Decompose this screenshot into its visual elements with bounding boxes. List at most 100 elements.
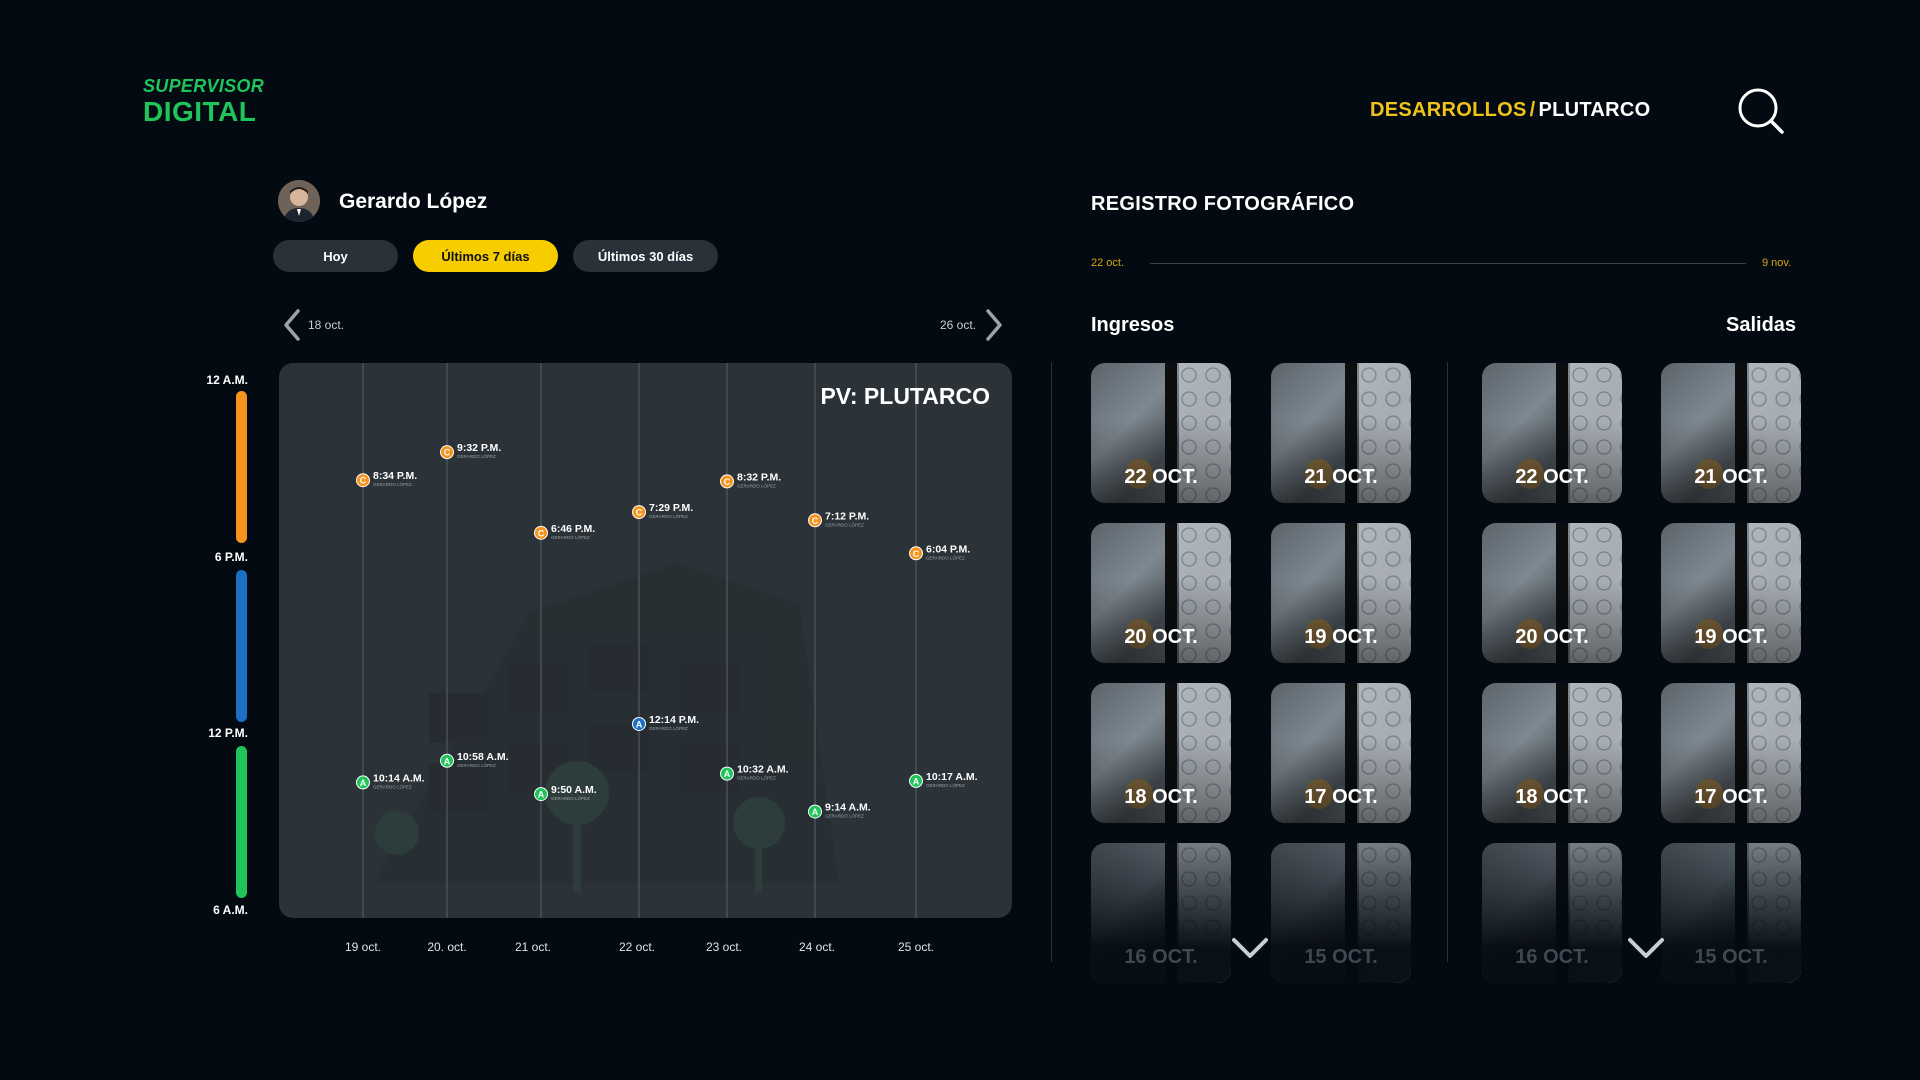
photo-log-title: REGISTRO FOTOGRÁFICO [1091,193,1355,215]
photo-person [1516,459,1544,489]
breadcrumb-parent[interactable]: DESARROLLOS [1370,99,1527,121]
photo-date-label: 22 OCT. [1515,466,1589,488]
check-point[interactable]: A 12:14 P.M.GERARDO LÓPEZ [632,714,700,731]
photo-overlay [1271,683,1411,823]
ingresos-photo-card[interactable]: 19 OCT. [1271,523,1411,663]
ingresos-scroll-down-button[interactable] [1230,935,1270,961]
photo-overlay [1091,523,1231,663]
app-logo[interactable]: SUPERVISOR DIGITAL [143,76,264,126]
check-point[interactable]: A 9:50 A.M.GERARDO LÓPEZ [534,784,597,802]
photo-window [1359,363,1411,503]
photo-door-frame [1165,363,1177,503]
point-marker [632,505,646,520]
chevron-down-icon [1232,938,1268,958]
check-point[interactable]: A 9:14 A.M.GERARDO LÓPEZ [808,802,871,819]
chevron-left-icon [284,309,300,341]
photo-date-label: 21 OCT. [1694,466,1768,488]
check-point[interactable]: A 10:58 A.M.GERARDO LÓPEZ [440,751,509,768]
photo-date-label: 16 OCT. [1515,946,1589,968]
next-date-label: 26 oct. [940,318,977,332]
point-marker [909,773,923,788]
photo-overlay [1271,843,1411,983]
x-tick-label: 23 oct. [705,940,743,954]
prev-week-button[interactable] [280,307,304,343]
photo-date-label: 22 OCT. [1124,466,1198,488]
check-point[interactable]: A 10:17 A.M.GERARDO LÓPEZ [909,771,978,788]
point-time-label: 10:17 A.M. [926,771,978,783]
ingresos-photo-card[interactable]: 22 OCT. [1091,363,1231,503]
date-range-slider[interactable] [1150,263,1746,264]
point-marker [808,513,822,528]
photo-person [1695,619,1723,649]
point-time-label: 10:32 A.M. [737,764,789,776]
photo-door-frame [1556,523,1568,663]
ingresos-photo-card[interactable]: 15 OCT. [1271,843,1411,983]
salidas-scroll-down-button[interactable] [1626,935,1666,961]
photo-door-frame [1556,363,1568,503]
photo-date-label: 17 OCT. [1694,786,1768,808]
point-person-label: GERARDO LÓPEZ [457,762,496,768]
point-person-label: GERARDO LÓPEZ [551,795,590,801]
salidas-photo-card[interactable]: 19 OCT. [1661,523,1801,663]
next-week-button[interactable] [982,307,1006,343]
point-marker [440,445,454,460]
ingresos-photo-card[interactable]: 16 OCT. [1091,843,1231,983]
x-tick-label: 19 oct. [344,940,382,954]
point-marker [440,753,454,768]
breadcrumb-current: PLUTARCO [1538,99,1651,121]
check-point[interactable]: A 10:32 A.M.GERARDO LÓPEZ [720,764,789,781]
point-person-label: GERARDO LÓPEZ [457,453,496,459]
photo-date-label: 21 OCT. [1304,466,1378,488]
check-point[interactable]: C 6:04 P.M.GERARDO LÓPEZ [909,543,971,561]
filter-today-button[interactable]: Hoy [273,240,398,272]
photo-date-label: 18 OCT. [1124,786,1198,808]
check-point[interactable]: C 6:46 P.M.GERARDO LÓPEZ [534,523,596,540]
salidas-photo-card[interactable]: 22 OCT. [1482,363,1622,503]
photo-person [1305,459,1333,489]
check-point[interactable]: A 10:14 A.M.GERARDO LÓPEZ [356,772,425,790]
breadcrumb-separator: / [1529,99,1536,121]
filter-7-days-button[interactable]: Últimos 7 días [413,240,558,272]
point-person-label: GERARDO LÓPEZ [926,782,965,788]
salidas-photo-card[interactable]: 20 OCT. [1482,523,1622,663]
salidas-photo-card[interactable]: 16 OCT. [1482,843,1622,983]
point-marker [632,716,646,731]
photo-window [1570,523,1622,663]
ingresos-photo-card[interactable]: 20 OCT. [1091,523,1231,663]
point-person-label: GERARDO LÓPEZ [737,775,776,781]
photo-overlay [1482,683,1622,823]
salidas-photo-card[interactable]: 18 OCT. [1482,683,1622,823]
salidas-photo-card[interactable]: 21 OCT. [1661,363,1801,503]
check-point[interactable]: C 9:32 P.M.GERARDO LÓPEZ [440,442,502,460]
point-person-label: GERARDO LÓPEZ [373,783,412,789]
photo-person [1125,779,1153,809]
chart-title: PV: PLUTARCO [820,383,990,409]
photo-door-frame [1735,523,1747,663]
salidas-photo-card[interactable]: 17 OCT. [1661,683,1801,823]
point-person-label: GERARDO LÓPEZ [926,554,965,560]
ingresos-photo-card[interactable]: 18 OCT. [1091,683,1231,823]
photo-window [1570,363,1622,503]
filter-30-days-button[interactable]: Últimos 30 días [573,240,718,272]
photo-date-label: 15 OCT. [1304,946,1378,968]
ingresos-photo-card[interactable]: 17 OCT. [1271,683,1411,823]
photo-person [1305,619,1333,649]
check-point[interactable]: C 8:34 P.M.GERARDO LÓPEZ [356,470,418,487]
salidas-photo-card[interactable]: 15 OCT. [1661,843,1801,983]
x-tick-label: 24 oct. [798,940,836,954]
x-tick-label: 25 oct. [897,940,935,954]
point-letter: A [636,719,643,729]
ingresos-photo-card[interactable]: 21 OCT. [1271,363,1411,503]
check-point[interactable]: C 7:29 P.M.GERARDO LÓPEZ [632,502,694,520]
check-point[interactable]: C 8:32 P.M.GERARDO LÓPEZ [720,471,782,488]
photo-overlay [1482,843,1622,983]
point-person-label: GERARDO LÓPEZ [551,534,590,540]
afternoon-range-bar [236,570,247,722]
point-letter: A [812,807,819,817]
point-time-label: 9:32 P.M. [457,442,501,454]
search-button[interactable] [1736,86,1786,136]
point-letter: C [636,508,643,518]
check-point[interactable]: C 7:12 P.M.GERARDO LÓPEZ [808,510,870,528]
avatar [278,180,320,222]
